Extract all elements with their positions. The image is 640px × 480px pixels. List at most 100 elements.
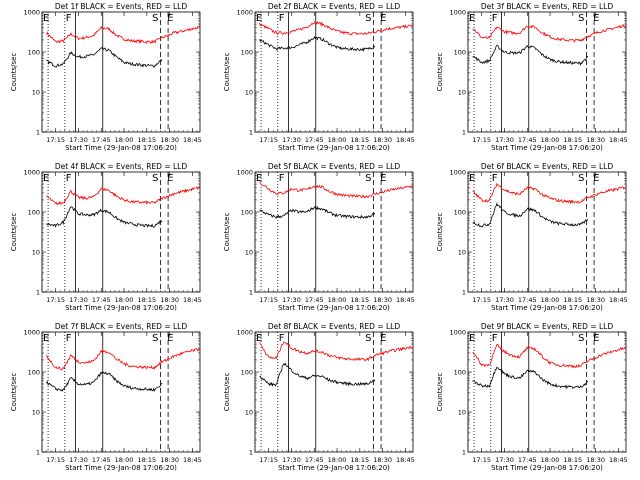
detector-panel: Det 6f BLACK = Events, RED = LLD 1 10 100 10… — [430, 160, 640, 320]
y-axis-label: Counts/sec — [223, 213, 231, 252]
y-tick-label: 1000 — [236, 168, 253, 176]
x-tick-label: 18:00 — [541, 296, 560, 304]
event-marker-label: E — [43, 13, 49, 24]
x-tick-label: 18:00 — [328, 456, 347, 464]
events-series-line — [46, 206, 163, 228]
x-tick-label: 17:45 — [92, 456, 111, 464]
x-tick-label: 17:30 — [282, 136, 301, 144]
y-tick-label: 10 — [458, 408, 466, 416]
event-marker-label: E — [593, 333, 599, 344]
x-tick-label: 17:45 — [92, 136, 111, 144]
y-tick-label: 10 — [245, 408, 253, 416]
y-tick-label: 100 — [241, 48, 253, 56]
x-tick-label: 17:30 — [495, 296, 514, 304]
detector-plot: Det 3f BLACK = Events, RED = LLD 1 10 100 10… — [436, 2, 628, 152]
x-tick-label: 18:15 — [137, 456, 156, 464]
x-tick-label: 18:30 — [586, 296, 605, 304]
lld-series-line — [259, 20, 413, 36]
x-tick-label: 17:45 — [305, 456, 324, 464]
panel-title: Det 9f BLACK = Events, RED = LLD — [481, 322, 614, 331]
x-tick-label: 17:30 — [495, 136, 514, 144]
x-tick-label: 18:15 — [563, 296, 582, 304]
event-marker-label: E — [43, 173, 49, 184]
event-marker-label: E — [256, 333, 262, 344]
x-axis-label: Start Time (29-Jan-08 17:06:20) — [491, 464, 603, 472]
plot-frame — [467, 11, 627, 133]
y-tick-label: 1000 — [449, 8, 466, 16]
y-tick-label: 1 — [462, 128, 466, 136]
event-marker-label: E — [469, 173, 475, 184]
y-tick-label: 100 — [241, 208, 253, 216]
x-tick-label: 18:15 — [563, 456, 582, 464]
detector-plot: Det 8f BLACK = Events, RED = LLD 1 10 100 10… — [223, 322, 415, 472]
x-tick-label: 17:15 — [472, 136, 491, 144]
y-tick-label: 1 — [249, 128, 253, 136]
plot-frame — [254, 11, 414, 133]
y-tick-label: 1000 — [23, 328, 40, 336]
detector-plot: Det 7f BLACK = Events, RED = LLD 1 10 100 10… — [10, 322, 202, 472]
x-tick-label: 17:45 — [518, 296, 537, 304]
detector-plot: Det 5f BLACK = Events, RED = LLD 1 10 100 10… — [223, 162, 415, 312]
y-tick-label: 10 — [32, 248, 40, 256]
y-tick-label: 100 — [28, 368, 40, 376]
event-marker-label: E — [380, 13, 386, 24]
y-tick-label: 100 — [241, 368, 253, 376]
x-axis-label: Start Time (29-Jan-08 17:06:20) — [65, 144, 177, 152]
event-marker-label: F — [279, 173, 285, 184]
detector-plot: Det 9f BLACK = Events, RED = LLD 1 10 100 10… — [436, 322, 628, 472]
event-marker-label: E — [469, 333, 475, 344]
x-tick-label: 18:30 — [160, 456, 179, 464]
y-axis-label: Counts/sec — [436, 213, 444, 252]
x-tick-label: 17:15 — [472, 456, 491, 464]
lld-series-line — [472, 343, 626, 369]
y-axis-label: Counts/sec — [223, 373, 231, 412]
detector-panel: Det 8f BLACK = Events, RED = LLD 1 10 100 10… — [217, 320, 427, 480]
x-tick-label: 18:45 — [396, 296, 415, 304]
x-tick-label: 18:15 — [137, 136, 156, 144]
event-marker-label: S — [152, 333, 158, 344]
x-tick-label: 18:15 — [350, 136, 369, 144]
detector-panel: Det 5f BLACK = Events, RED = LLD 1 10 100 10… — [217, 160, 427, 320]
events-series-line — [46, 47, 163, 68]
event-marker-label: E — [167, 173, 173, 184]
detector-panel: Det 2f BLACK = Events, RED = LLD 1 10 100 10… — [217, 0, 427, 160]
event-marker-label: E — [380, 173, 386, 184]
panel-title: Det 4f BLACK = Events, RED = LLD — [55, 162, 188, 171]
detector-panel: Det 9f BLACK = Events, RED = LLD 1 10 100 10… — [430, 320, 640, 480]
x-axis-label: Start Time (29-Jan-08 17:06:20) — [278, 304, 390, 312]
events-series-line — [472, 44, 589, 66]
lld-series-line — [472, 23, 626, 43]
x-tick-label: 17:30 — [69, 136, 88, 144]
x-tick-label: 18:00 — [541, 456, 560, 464]
y-tick-label: 10 — [32, 408, 40, 416]
x-tick-label: 17:15 — [472, 296, 491, 304]
event-marker-label: F — [492, 333, 498, 344]
event-marker-label: F — [279, 333, 285, 344]
lld-series-line — [259, 341, 413, 362]
event-marker-label: F — [492, 173, 498, 184]
plot-frame — [41, 331, 201, 453]
panel-title: Det 1f BLACK = Events, RED = LLD — [55, 2, 188, 11]
x-tick-label: 18:30 — [586, 456, 605, 464]
x-tick-label: 18:00 — [541, 136, 560, 144]
detector-panel: Det 1f BLACK = Events, RED = LLD 1 10 100 10… — [4, 0, 214, 160]
x-axis-label: Start Time (29-Jan-08 17:06:20) — [278, 464, 390, 472]
lld-series-line — [259, 181, 413, 199]
events-series-line — [259, 362, 376, 387]
x-tick-label: 17:30 — [69, 456, 88, 464]
lld-series-line — [46, 186, 200, 206]
event-marker-label: E — [593, 13, 599, 24]
event-marker-label: E — [256, 13, 262, 24]
x-tick-label: 17:45 — [305, 136, 324, 144]
x-tick-label: 17:45 — [518, 456, 537, 464]
x-axis-label: Start Time (29-Jan-08 17:06:20) — [65, 304, 177, 312]
y-tick-label: 1 — [36, 288, 40, 296]
x-tick-label: 18:30 — [373, 296, 392, 304]
y-tick-label: 100 — [454, 48, 466, 56]
x-tick-label: 18:15 — [563, 136, 582, 144]
x-tick-label: 17:45 — [92, 296, 111, 304]
lld-series-line — [46, 25, 200, 45]
y-tick-label: 1000 — [449, 328, 466, 336]
x-tick-label: 18:45 — [609, 296, 628, 304]
